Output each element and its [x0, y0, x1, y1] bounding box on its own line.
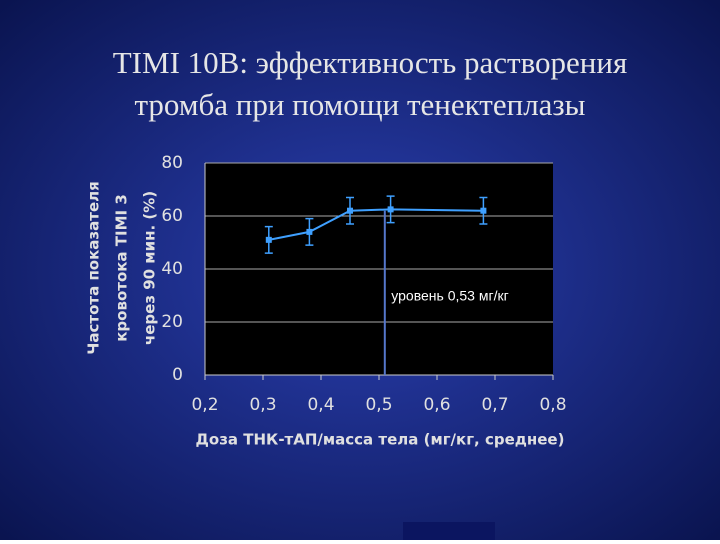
- y-tick-label: 0: [172, 365, 183, 385]
- title-line: TIMI 10B: эффективность растворения: [113, 45, 627, 80]
- y-axis-label: Частота показателя: [85, 181, 103, 354]
- x-tick-label: 0,3: [249, 395, 276, 415]
- decor-block: [403, 522, 495, 540]
- x-tick-label: 0,4: [307, 395, 334, 415]
- point: [347, 207, 353, 214]
- y-tick-label: 60: [161, 206, 183, 226]
- x-axis-label: Доза ТНК-тАП/масса тела (мг/кг, среднее): [196, 431, 565, 449]
- title-line: тромба при помощи тенектеплазы: [135, 87, 586, 122]
- point: [306, 228, 313, 235]
- x-tick-label: 0,2: [191, 395, 218, 415]
- annotation: уровень 0,53 мг/кг: [391, 288, 508, 304]
- y-tick-label: 80: [161, 153, 183, 173]
- y-tick-label: 40: [161, 259, 183, 279]
- point: [480, 207, 487, 214]
- y-axis-label: через 90 мин. (%): [141, 191, 159, 345]
- point: [265, 236, 272, 243]
- x-tick-label: 0,7: [481, 395, 508, 415]
- x-tick-label: 0,6: [423, 395, 450, 415]
- y-axis-label: кровотока TIMI 3: [113, 194, 131, 342]
- x-tick-label: 0,5: [365, 395, 392, 415]
- point: [387, 206, 394, 213]
- x-tick-label: 0,8: [539, 395, 566, 415]
- y-tick-label: 20: [161, 312, 183, 332]
